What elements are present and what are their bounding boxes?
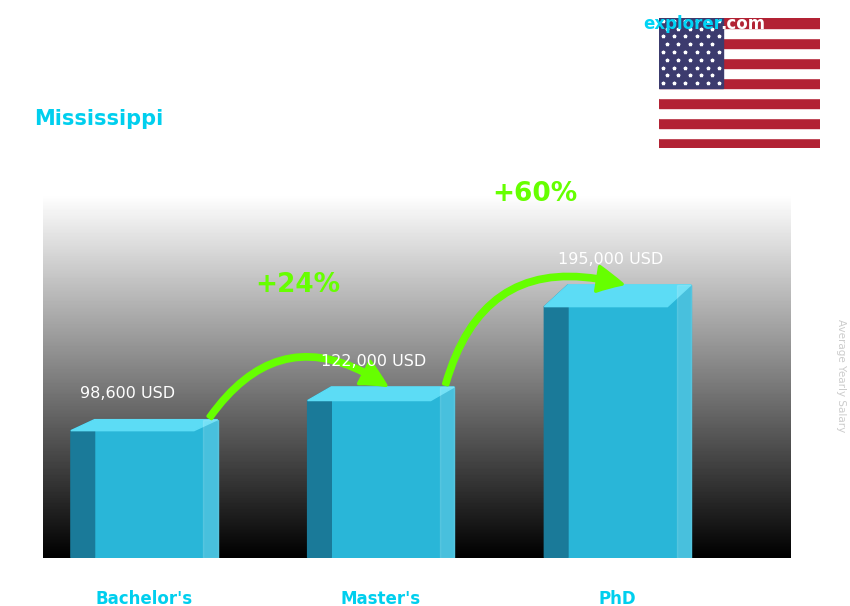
Bar — [659, 38, 820, 48]
Bar — [659, 48, 820, 58]
Text: Bachelor's
Degree: Bachelor's Degree — [96, 590, 193, 606]
Bar — [659, 78, 820, 88]
Bar — [659, 68, 820, 78]
Polygon shape — [544, 285, 568, 558]
Polygon shape — [71, 419, 94, 558]
Text: +60%: +60% — [492, 181, 577, 207]
Bar — [568, 285, 691, 558]
Bar — [659, 108, 820, 118]
Polygon shape — [308, 387, 455, 401]
Bar — [659, 98, 820, 108]
Text: .com: .com — [720, 15, 765, 33]
FancyArrowPatch shape — [208, 355, 386, 419]
Text: Mississippi: Mississippi — [34, 109, 163, 129]
Text: 98,600 USD: 98,600 USD — [80, 387, 175, 401]
Polygon shape — [71, 419, 218, 431]
Bar — [94, 419, 218, 558]
Bar — [659, 58, 820, 68]
Bar — [332, 387, 455, 558]
Bar — [659, 18, 820, 28]
Bar — [440, 387, 455, 558]
Polygon shape — [308, 387, 332, 558]
Text: salary: salary — [591, 15, 648, 33]
Text: Laboratory Manager: Laboratory Manager — [34, 64, 246, 84]
Text: Master's
Degree: Master's Degree — [341, 590, 421, 606]
Bar — [659, 18, 723, 88]
Text: 195,000 USD: 195,000 USD — [558, 251, 663, 267]
Text: +24%: +24% — [256, 272, 341, 298]
Polygon shape — [544, 285, 691, 307]
FancyArrowPatch shape — [444, 267, 622, 385]
Text: Average Yearly Salary: Average Yearly Salary — [836, 319, 846, 432]
Text: Salary Comparison By Education: Salary Comparison By Education — [34, 15, 567, 43]
Text: explorer: explorer — [643, 15, 722, 33]
Bar — [659, 88, 820, 98]
Bar — [659, 118, 820, 128]
Bar — [659, 138, 820, 148]
Bar — [659, 28, 820, 38]
Bar — [203, 419, 218, 558]
Bar — [659, 128, 820, 138]
Bar — [677, 285, 691, 558]
Text: PhD: PhD — [599, 590, 637, 606]
Text: 122,000 USD: 122,000 USD — [321, 354, 427, 368]
